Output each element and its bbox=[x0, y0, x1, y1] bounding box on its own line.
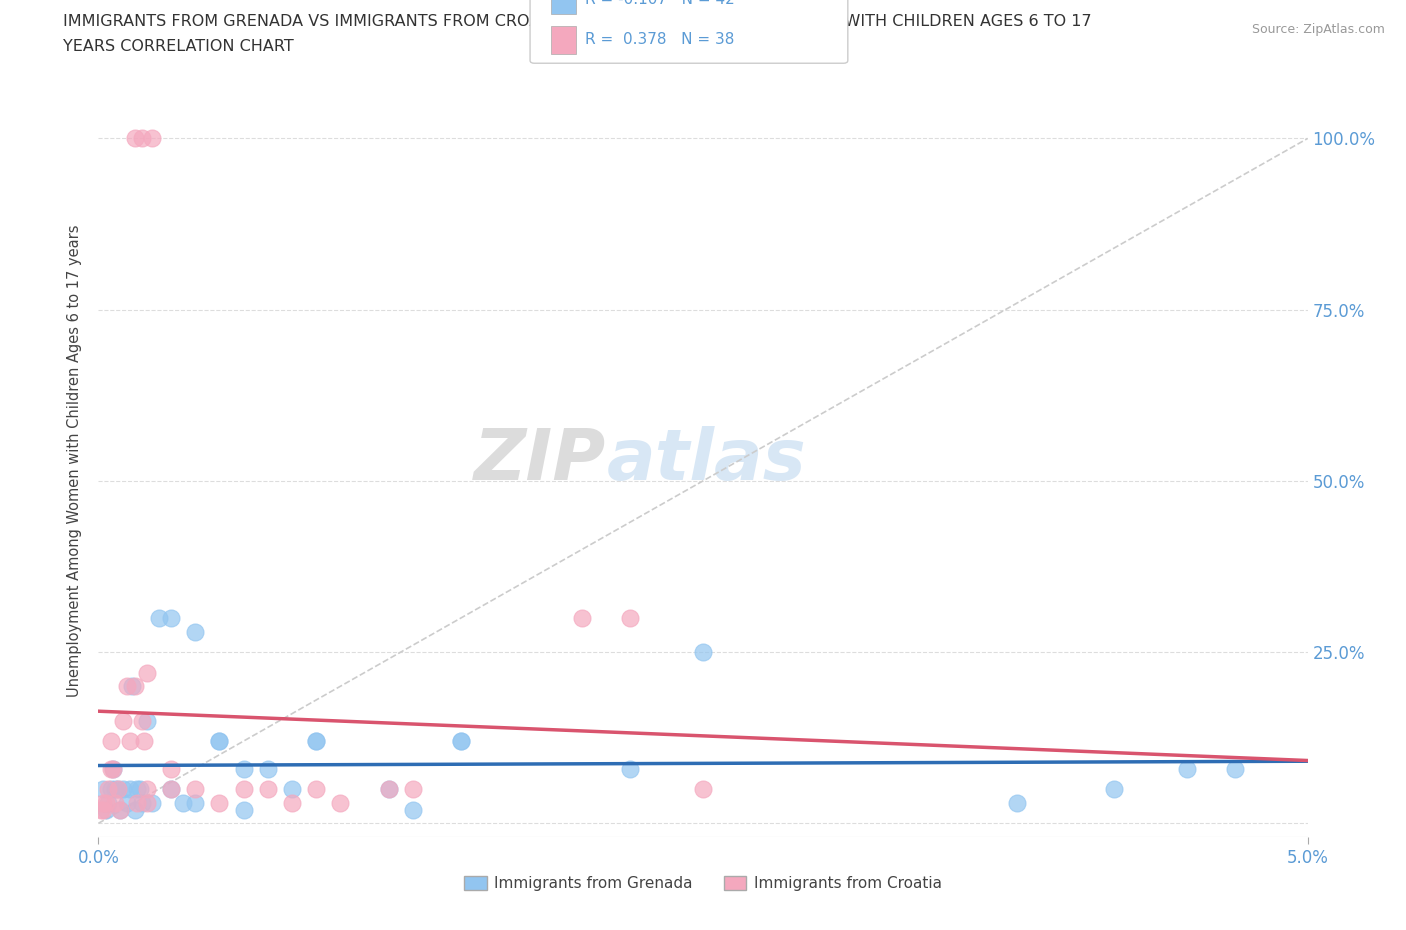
Point bbox=[131, 713, 153, 728]
Point bbox=[118, 734, 141, 749]
Point bbox=[107, 781, 129, 796]
Point bbox=[208, 734, 231, 749]
Point bbox=[305, 734, 328, 749]
Point bbox=[135, 713, 157, 728]
Text: R = -0.107   N = 42: R = -0.107 N = 42 bbox=[585, 0, 735, 7]
Text: IMMIGRANTS FROM GRENADA VS IMMIGRANTS FROM CROATIA UNEMPLOYMENT AMONG WOMEN WITH: IMMIGRANTS FROM GRENADA VS IMMIGRANTS FR… bbox=[63, 14, 1092, 29]
Point bbox=[104, 781, 127, 796]
Point bbox=[208, 795, 231, 810]
Point bbox=[124, 679, 146, 694]
Point bbox=[135, 781, 157, 796]
Point bbox=[124, 803, 146, 817]
Point bbox=[692, 781, 714, 796]
Text: R =  0.378   N = 38: R = 0.378 N = 38 bbox=[585, 33, 734, 47]
Point bbox=[619, 610, 641, 625]
Point bbox=[305, 781, 328, 796]
Point bbox=[141, 795, 163, 810]
Point bbox=[111, 781, 134, 796]
Point bbox=[101, 761, 124, 776]
Point bbox=[127, 795, 149, 810]
Point bbox=[131, 795, 153, 810]
Point bbox=[128, 781, 150, 796]
Point bbox=[232, 781, 254, 796]
Point bbox=[104, 795, 127, 810]
Point bbox=[111, 713, 134, 728]
Point bbox=[160, 761, 183, 776]
Point bbox=[117, 795, 139, 810]
Point bbox=[208, 734, 231, 749]
Point bbox=[94, 803, 117, 817]
Point bbox=[94, 795, 117, 810]
Legend: Immigrants from Grenada, Immigrants from Croatia: Immigrants from Grenada, Immigrants from… bbox=[458, 870, 948, 897]
Point bbox=[160, 781, 183, 796]
Point bbox=[256, 781, 278, 796]
Point bbox=[91, 803, 114, 817]
Point bbox=[305, 734, 328, 749]
Point bbox=[97, 781, 120, 796]
Point bbox=[377, 781, 399, 796]
Text: ZIP: ZIP bbox=[474, 426, 606, 495]
Point bbox=[124, 131, 146, 146]
Point bbox=[281, 781, 304, 796]
Point bbox=[101, 761, 124, 776]
Point bbox=[160, 781, 183, 796]
Point bbox=[232, 761, 254, 776]
Text: Source: ZipAtlas.com: Source: ZipAtlas.com bbox=[1251, 23, 1385, 36]
Point bbox=[450, 734, 472, 749]
Point bbox=[97, 795, 120, 810]
Point bbox=[100, 734, 122, 749]
Point bbox=[160, 610, 183, 625]
Point bbox=[134, 734, 156, 749]
Y-axis label: Unemployment Among Women with Children Ages 6 to 17 years: Unemployment Among Women with Children A… bbox=[67, 224, 83, 697]
Point bbox=[108, 803, 131, 817]
Point bbox=[1175, 761, 1198, 776]
Point bbox=[450, 734, 472, 749]
Point bbox=[141, 131, 163, 146]
Point bbox=[184, 624, 207, 639]
Point bbox=[91, 795, 114, 810]
Point bbox=[619, 761, 641, 776]
Point bbox=[131, 131, 153, 146]
Point bbox=[90, 803, 112, 817]
Text: atlas: atlas bbox=[606, 426, 806, 495]
Point bbox=[100, 781, 122, 796]
Text: YEARS CORRELATION CHART: YEARS CORRELATION CHART bbox=[63, 39, 294, 54]
Point bbox=[402, 781, 425, 796]
Point bbox=[100, 761, 122, 776]
Point bbox=[117, 679, 139, 694]
Point bbox=[184, 781, 207, 796]
Point bbox=[1223, 761, 1246, 776]
Point bbox=[692, 644, 714, 659]
Point bbox=[121, 679, 143, 694]
Point bbox=[135, 795, 157, 810]
Point bbox=[329, 795, 352, 810]
Point bbox=[135, 665, 157, 680]
Point bbox=[184, 795, 207, 810]
Point bbox=[377, 781, 399, 796]
Point bbox=[1007, 795, 1029, 810]
Point bbox=[172, 795, 194, 810]
Point bbox=[107, 781, 129, 796]
Point bbox=[1102, 781, 1125, 796]
Point bbox=[232, 803, 254, 817]
Point bbox=[281, 795, 304, 810]
Point bbox=[91, 781, 114, 796]
Point bbox=[256, 761, 278, 776]
Point bbox=[108, 803, 131, 817]
Point bbox=[402, 803, 425, 817]
Point bbox=[148, 610, 170, 625]
Point bbox=[571, 610, 593, 625]
Point bbox=[118, 781, 141, 796]
Point bbox=[127, 781, 149, 796]
